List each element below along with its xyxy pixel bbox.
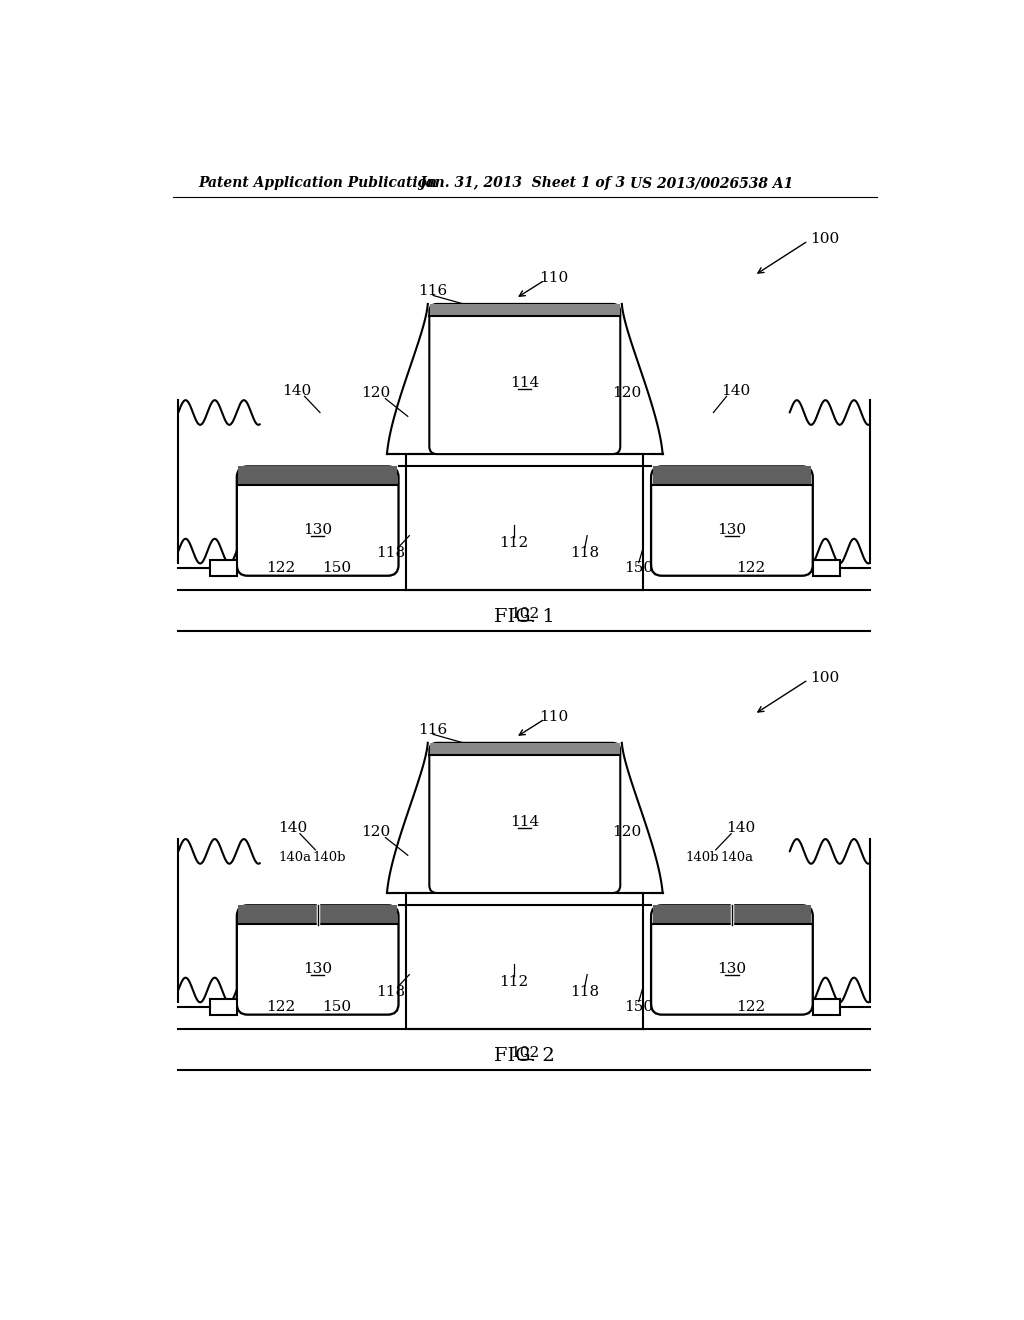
Text: 120: 120 [611, 825, 641, 840]
Bar [407, 894, 643, 906]
Text: 120: 120 [360, 825, 390, 840]
Text: 120: 120 [611, 387, 641, 400]
FancyBboxPatch shape [651, 906, 813, 1015]
Bar [210, 560, 237, 576]
Bar [430, 743, 620, 755]
Bar [652, 906, 811, 924]
Text: 122: 122 [736, 561, 766, 576]
Text: 102: 102 [510, 1047, 540, 1060]
Text: 116: 116 [419, 723, 447, 737]
Bar [430, 304, 620, 317]
Text: 118: 118 [570, 985, 599, 998]
Text: 140a: 140a [278, 851, 311, 865]
Bar [239, 466, 397, 484]
Text: 140: 140 [726, 821, 755, 836]
Text: 110: 110 [539, 271, 568, 285]
Text: 130: 130 [718, 523, 746, 537]
Bar [210, 999, 237, 1015]
Bar [813, 560, 840, 576]
Text: 100: 100 [810, 671, 839, 685]
Text: 150: 150 [625, 561, 653, 576]
Text: 118: 118 [570, 545, 599, 560]
Text: 100: 100 [810, 232, 839, 247]
Text: 118: 118 [376, 545, 406, 560]
Text: 140: 140 [278, 821, 307, 836]
Bar [239, 906, 397, 924]
Text: US 2013/0026538 A1: US 2013/0026538 A1 [630, 176, 793, 190]
Text: 140b: 140b [312, 851, 346, 865]
Text: 114: 114 [510, 814, 540, 829]
Text: FIG. 2: FIG. 2 [495, 1047, 555, 1065]
Text: 114: 114 [510, 376, 540, 389]
Text: 118: 118 [376, 985, 406, 998]
Text: 140: 140 [721, 384, 751, 397]
Bar [813, 999, 840, 1015]
Bar [407, 454, 643, 466]
Text: 112: 112 [500, 975, 528, 989]
Text: 140: 140 [283, 384, 311, 397]
FancyBboxPatch shape [429, 304, 621, 454]
FancyBboxPatch shape [651, 466, 813, 576]
Text: 130: 130 [303, 962, 332, 977]
Text: 120: 120 [360, 387, 390, 400]
Text: 130: 130 [303, 523, 332, 537]
Text: 140a: 140a [721, 851, 754, 865]
Text: 122: 122 [736, 1001, 766, 1014]
Bar [652, 466, 811, 484]
Text: 140b: 140b [685, 851, 719, 865]
Text: 112: 112 [500, 536, 528, 550]
Text: FIG. 1: FIG. 1 [495, 609, 555, 626]
FancyBboxPatch shape [237, 906, 398, 1015]
Text: 116: 116 [419, 284, 447, 298]
Text: 150: 150 [323, 561, 351, 576]
Text: 150: 150 [625, 1001, 653, 1014]
Text: 122: 122 [266, 561, 295, 576]
Text: 102: 102 [510, 607, 540, 622]
Text: 122: 122 [266, 1001, 295, 1014]
Text: 110: 110 [539, 710, 568, 723]
Text: 130: 130 [718, 962, 746, 977]
FancyBboxPatch shape [237, 466, 398, 576]
Text: 150: 150 [323, 1001, 351, 1014]
FancyBboxPatch shape [429, 743, 621, 892]
Text: Patent Application Publication: Patent Application Publication [199, 176, 437, 190]
Text: Jan. 31, 2013  Sheet 1 of 3: Jan. 31, 2013 Sheet 1 of 3 [419, 176, 626, 190]
